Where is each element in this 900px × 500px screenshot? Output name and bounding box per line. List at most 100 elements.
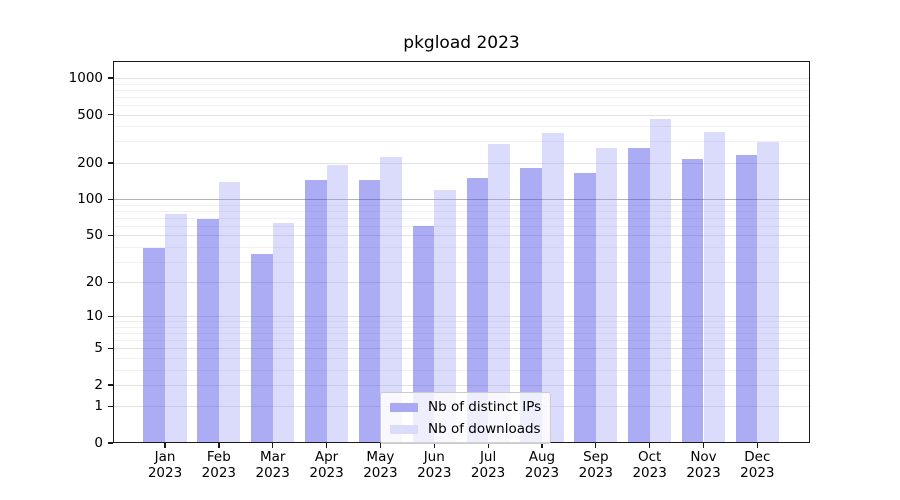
y-tick-label: 20 [85,274,103,291]
gridline-minor [113,225,810,227]
y-tick-mark [108,281,113,283]
gridline-minor [113,141,810,143]
legend: Nb of distinct IPs Nb of downloads [380,392,552,444]
bar-downloads [488,143,510,443]
gridline-minor [113,104,810,106]
y-tick-label: 1000 [68,70,103,86]
gridline-5 [113,348,810,350]
x-tick-label: Oct 2023 [632,449,667,481]
gridline-minor [113,340,810,342]
gridline-minor [113,326,810,328]
gridline-500 [113,114,810,116]
y-tick-mark [108,405,113,408]
gridline-minor [113,246,810,248]
bar-distinct-ips [412,225,435,443]
x-tick-label: Jul 2023 [470,449,506,481]
legend-label-downloads: Nb of downloads [428,421,541,437]
x-tick-mark [595,443,597,448]
gridline-minor [113,321,810,323]
y-tick-mark [108,198,113,200]
bar-distinct-ips [197,219,219,443]
bar-downloads [380,156,402,443]
gridline-2 [113,384,810,386]
legend-item-downloads: Nb of downloads [390,419,541,439]
x-tick-label: Feb 2023 [201,449,237,481]
gridline-1000 [113,78,810,79]
gridline-minor [113,210,810,212]
gridline-minor [113,204,810,206]
legend-swatch-downloads-icon [390,424,418,434]
x-tick-mark [487,443,489,448]
gridline-10 [113,316,810,318]
gridline-minor [113,89,810,91]
bar-distinct-ips [735,154,758,443]
gridline-minor [113,217,810,219]
bar-downloads [272,223,295,443]
y-tick-mark [108,234,113,236]
chart-title: pkgload 2023 [403,33,520,53]
gridline-minor [113,126,810,128]
gridline-20 [113,282,810,284]
bar-distinct-ips [628,148,650,443]
y-tick-label: 200 [77,154,103,171]
legend-swatch-distinct-ips-icon [390,402,418,412]
x-tick-mark [272,443,274,448]
x-tick-label: Mar 2023 [255,449,290,481]
y-tick-mark [108,384,113,386]
bar-distinct-ips [520,168,542,443]
y-tick-label: 100 [77,191,103,208]
bar-distinct-ips [358,180,381,443]
y-tick-label: 2 [94,376,103,393]
plot-area: 0 1 2 5 10 20 50 100 200 500 1000 Jan 2023 Feb 2023 Ma… [69,61,810,480]
bar-downloads [218,181,241,443]
legend-item-distinct-ips: Nb of distinct IPs [390,397,541,417]
y-tick-mark [108,315,113,317]
x-tick-label: Nov 2023 [686,449,721,481]
bar-downloads [595,148,618,443]
bar-downloads [165,214,187,443]
x-tick-mark [649,443,651,448]
bar-distinct-ips [466,178,489,443]
y-tick-mark [108,442,113,444]
bar-distinct-ips [251,253,273,443]
gridline-minor [113,333,810,335]
y-tick-label: 5 [94,340,103,357]
x-tick-mark [541,443,543,448]
gridline-minor [113,261,810,263]
x-tick-label: Sep 2023 [578,449,613,481]
bar-downloads [326,164,349,443]
bar-downloads [757,142,779,443]
y-tick-label: 500 [77,106,103,123]
gridline-50 [113,235,810,237]
y-tick-mark [108,162,113,164]
bar-distinct-ips [304,180,327,443]
x-tick-label: Apr 2023 [309,449,344,481]
legend-label-distinct-ips: Nb of distinct IPs [428,399,542,415]
bar-downloads [541,133,564,443]
y-tick-label: 10 [85,308,103,325]
gridline-200 [113,162,810,164]
x-tick-mark [379,443,382,448]
bar-downloads [649,118,672,443]
gridline-minor [113,369,810,371]
y-tick-mark [108,77,113,79]
bar-downloads [703,132,726,443]
y-tick-mark [108,113,113,116]
x-tick-mark [756,443,759,448]
x-tick-mark [164,443,166,448]
x-tick-label: May 2023 [363,449,398,481]
bar-distinct-ips [681,158,704,443]
bar-distinct-ips [143,248,165,443]
x-tick-mark [433,443,435,448]
y-tick-label: 0 [94,435,103,451]
y-tick-label: 1 [94,398,103,415]
x-tick-mark [218,443,220,448]
bar-downloads [434,190,456,443]
x-tick-label: Aug 2023 [524,449,560,481]
x-tick-label: Jun 2023 [417,449,452,481]
x-tick-label: Jan 2023 [147,449,183,481]
x-tick-mark [325,443,328,448]
gridline-minor [113,83,810,85]
y-tick-label: 50 [85,227,103,244]
